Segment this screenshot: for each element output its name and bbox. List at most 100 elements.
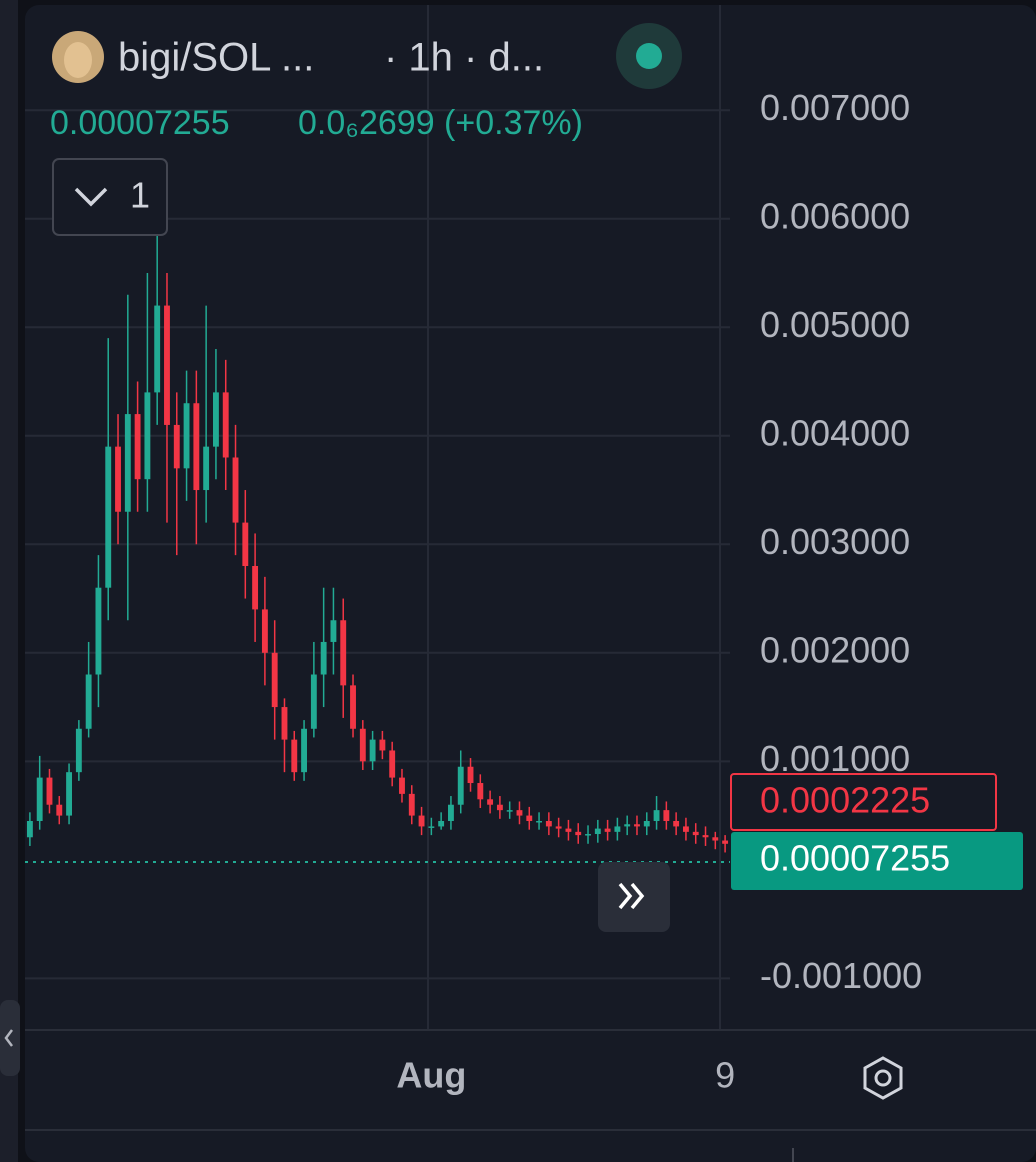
- candle-body: [536, 821, 542, 823]
- y-tick-label: -0.001000: [760, 955, 922, 996]
- y-tick-label: 0.004000: [760, 412, 910, 453]
- y-tick-label: 0.002000: [760, 629, 910, 670]
- candle-body: [565, 828, 572, 832]
- ref-price-tag: [730, 773, 997, 831]
- candle-body: [144, 392, 151, 480]
- candle-body: [712, 837, 719, 841]
- candle-body: [350, 685, 356, 729]
- candle-body: [369, 739, 376, 762]
- candle-body: [85, 674, 92, 729]
- candle-body: [154, 305, 161, 393]
- candle-body: [301, 728, 307, 773]
- y-tick-label: 0.003000: [760, 521, 910, 562]
- candle-body: [134, 414, 141, 480]
- candle-body: [673, 821, 680, 827]
- candle-body: [203, 446, 210, 491]
- candle-body: [487, 799, 494, 805]
- candle-body: [291, 739, 298, 773]
- plot: -0.001000 0.001000 0.002000 0.003000 0.00400…: [25, 87, 922, 1096]
- symbol-title[interactable]: bigi/SOL ...: [118, 36, 314, 80]
- candle-body: [242, 522, 249, 566]
- candle-body: [399, 777, 405, 794]
- candle-body: [604, 828, 611, 832]
- candle-body: [232, 457, 239, 523]
- candle-body: [545, 821, 552, 827]
- candle-body: [653, 810, 660, 821]
- candle-body: [359, 728, 366, 762]
- candle-body: [663, 810, 670, 821]
- candle-body: [56, 804, 63, 816]
- candle-body: [457, 766, 464, 805]
- settings-icon[interactable]: [863, 1056, 903, 1100]
- indicator-count: 1: [130, 175, 150, 216]
- x-tick-label: Aug: [396, 1055, 466, 1096]
- candle-body: [340, 620, 347, 686]
- last-price-tag: [731, 832, 1023, 890]
- candle-body: [624, 824, 631, 827]
- candle-body: [115, 446, 121, 512]
- chevron-icon: [74, 187, 108, 207]
- candle-body: [173, 424, 180, 469]
- candle-body: [585, 834, 591, 836]
- x-tick-label: 9: [715, 1055, 735, 1096]
- candle-body: [418, 815, 425, 827]
- candle-body: [193, 403, 200, 491]
- candle-body: [408, 793, 415, 816]
- double-chevron-icon: [618, 882, 645, 910]
- candle-body: [66, 772, 72, 816]
- candle-body: [526, 815, 533, 821]
- candle-body: [614, 826, 621, 832]
- candle-body: [252, 566, 259, 610]
- candle-body: [36, 777, 43, 821]
- candle-body: [310, 674, 317, 729]
- candle-body: [95, 587, 102, 675]
- candle-body: [702, 835, 709, 838]
- collapse-button[interactable]: [0, 1000, 20, 1076]
- candle-body: [467, 766, 474, 784]
- candle-body: [516, 810, 523, 816]
- candle-body: [692, 831, 699, 836]
- candle-body: [75, 728, 82, 773]
- candle-body: [389, 750, 396, 778]
- candle-body: [379, 739, 386, 751]
- candle-body: [330, 620, 337, 642]
- candle-body: [222, 392, 229, 458]
- candle-body: [213, 392, 219, 447]
- candle-body: [634, 824, 640, 827]
- status-dot: [636, 43, 662, 69]
- candle-body: [555, 826, 562, 829]
- y-tick-label: 0.006000: [760, 195, 910, 236]
- candle-body: [448, 804, 454, 821]
- candle-body: [722, 840, 729, 844]
- candle-body: [46, 777, 53, 805]
- candle-body: [281, 707, 288, 740]
- candle-body: [261, 609, 268, 653]
- candle-body: [271, 652, 278, 708]
- side-panel: [0, 0, 18, 1162]
- scroll-to-latest[interactable]: [598, 862, 670, 932]
- token-icon-figure: [64, 42, 92, 78]
- candle-body: [594, 828, 601, 835]
- y-tick-label: 0.001000: [760, 738, 910, 779]
- candle-body: [575, 831, 582, 836]
- candle-body: [124, 414, 131, 512]
- candle-body: [428, 826, 435, 828]
- candle-body: [105, 446, 112, 588]
- candle-body: [26, 821, 33, 838]
- candle-body: [438, 821, 445, 827]
- last-price-label: 0.00007255: [760, 838, 950, 879]
- header-change: 0.0₆2699 (+0.37%): [298, 104, 583, 142]
- ref-price-label: 0.0002225: [760, 780, 930, 821]
- candle-body: [183, 403, 190, 469]
- y-tick-label: 0.005000: [760, 304, 910, 345]
- y-tick-label: 0.007000: [760, 87, 910, 128]
- candle-body: [320, 641, 327, 675]
- indicators-toggle[interactable]: [52, 158, 168, 236]
- settings-icon-center: [874, 1069, 892, 1087]
- candle-body: [477, 783, 484, 800]
- collapse-icon: [4, 1029, 13, 1047]
- interval[interactable]: · 1h · d...: [384, 36, 544, 80]
- candle-body: [164, 305, 170, 425]
